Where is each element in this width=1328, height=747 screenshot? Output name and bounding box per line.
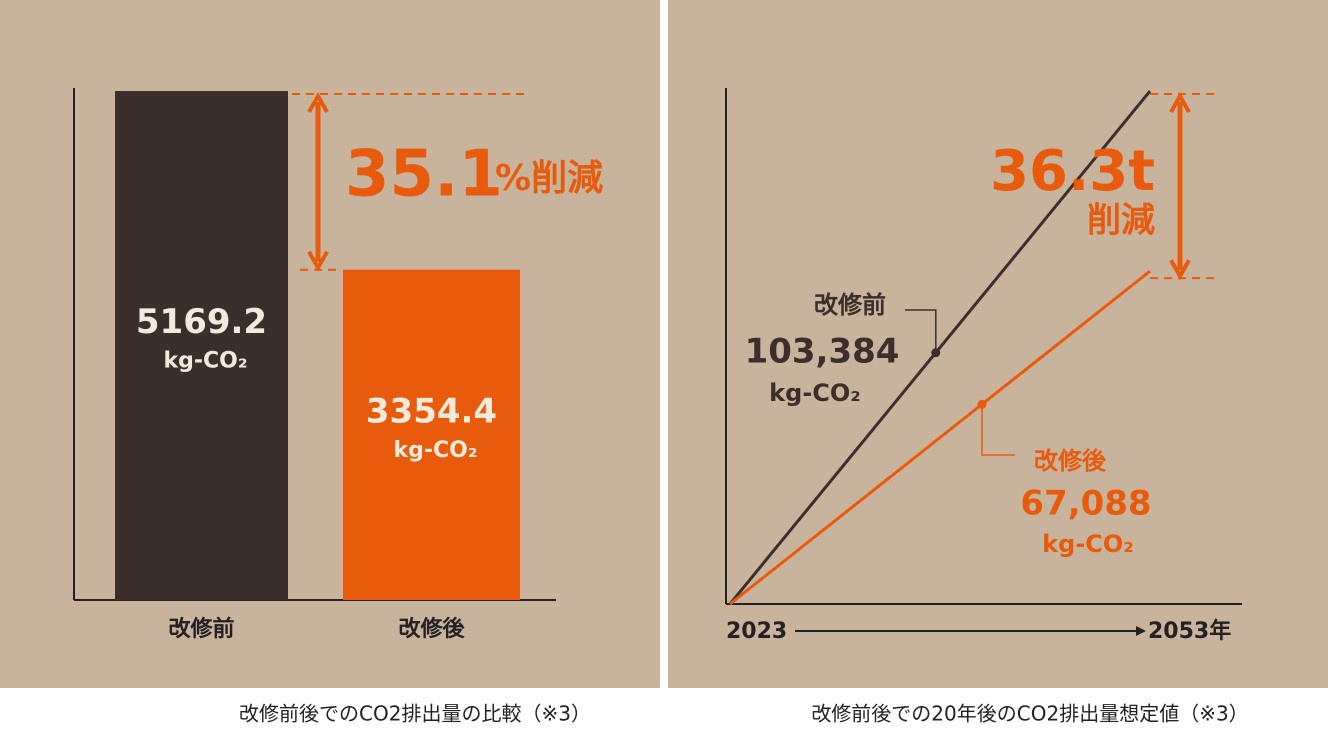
bar	[115, 91, 288, 600]
value-label: 67,088	[1020, 484, 1151, 524]
x-tick-label: 2023	[726, 619, 787, 644]
connector	[981, 404, 1015, 456]
unit-label: kg-CO₂	[1042, 530, 1134, 558]
legend-label: 改修後	[1034, 447, 1107, 475]
arrow-head	[307, 91, 329, 114]
time-arrow-head	[1136, 626, 1146, 636]
value-label: 3354.4	[366, 391, 497, 431]
panel-right	[668, 0, 1328, 688]
unit-label: kg-CO₂	[394, 438, 478, 463]
annotation: 35.1	[345, 138, 503, 212]
value-label: 5169.2	[136, 302, 267, 342]
unit-label: kg-CO₂	[164, 349, 248, 374]
arrow-head	[1169, 91, 1191, 114]
x-tick-label: 2053年	[1148, 618, 1231, 644]
caption: 改修前後での20年後のCO2排出量想定値（※3）	[811, 702, 1248, 726]
x-tick-label: 改修後	[398, 616, 465, 642]
value-label: 103,384	[745, 332, 900, 372]
arrow-head	[307, 250, 329, 272]
annotation: 36.3t	[990, 139, 1155, 204]
legend-label: 改修前	[814, 291, 886, 319]
unit-label: kg-CO₂	[769, 379, 861, 407]
line	[728, 90, 1152, 605]
annotation-suffix: 削減	[1087, 201, 1155, 241]
panel-left	[0, 0, 660, 688]
bar	[343, 269, 520, 600]
line	[729, 269, 1151, 606]
arrow-head	[1169, 259, 1191, 281]
connector	[905, 309, 937, 353]
marker	[931, 348, 941, 358]
marker	[977, 399, 987, 409]
annotation-suffix: %削減	[495, 158, 603, 199]
x-tick-label: 改修前	[168, 616, 234, 642]
caption: 改修前後でのCO2排出量の比較（※3）	[239, 702, 591, 726]
